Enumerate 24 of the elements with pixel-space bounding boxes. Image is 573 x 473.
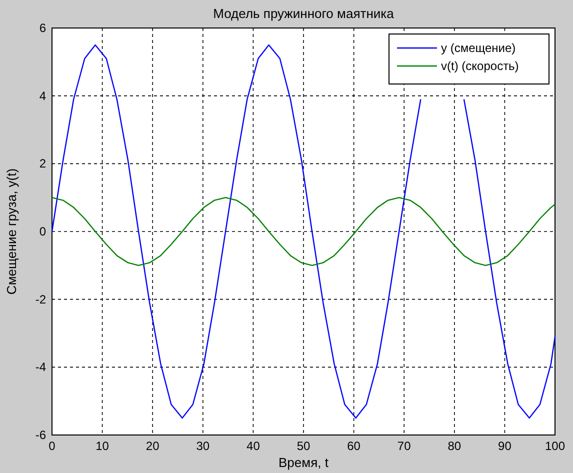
- legend-label: v(t) (скорость): [441, 59, 519, 73]
- x-tick-label: 20: [146, 439, 160, 453]
- y-axis-title: Смещение груза, y(t): [4, 168, 19, 295]
- y-tick-label: 6: [39, 21, 46, 35]
- chart-title: Модель пружинного маятника: [213, 6, 395, 21]
- x-tick-label: 100: [544, 439, 566, 453]
- y-tick-label: 0: [39, 224, 46, 238]
- x-tick-label: 40: [246, 439, 260, 453]
- x-tick-label: 30: [196, 439, 210, 453]
- x-tick-label: 60: [347, 439, 361, 453]
- y-tick-label: 2: [39, 156, 46, 171]
- y-tick-label: -6: [35, 428, 46, 442]
- x-tick-label: 10: [96, 439, 110, 453]
- line-series: [51, 196, 556, 266]
- legend-label: y (смещение): [441, 41, 516, 55]
- x-tick-label: 80: [448, 439, 462, 453]
- y-tick-label: -4: [35, 360, 46, 374]
- y-tick-label: 4: [39, 88, 46, 103]
- y-tick-label: -2: [35, 292, 46, 306]
- x-tick-label: 0: [48, 439, 56, 453]
- x-axis-title: Время, t: [278, 455, 329, 470]
- x-tick-label: 90: [498, 439, 512, 453]
- x-tick-label: 50: [296, 439, 310, 453]
- x-tick-label: 70: [397, 439, 412, 453]
